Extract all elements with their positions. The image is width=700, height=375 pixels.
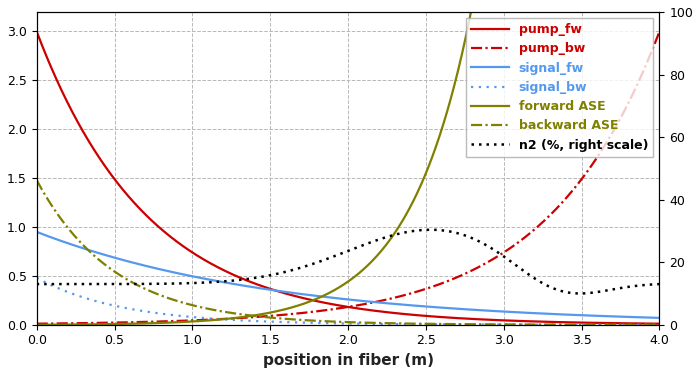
pump_fw xyxy=(518,319,526,323)
n2 (%, right scale) xyxy=(284,269,293,273)
Line: n2 (%, right scale): n2 (%, right scale) xyxy=(36,230,659,294)
forward ASE xyxy=(307,299,315,303)
backward ASE xyxy=(655,322,664,327)
signal_bw xyxy=(32,276,41,280)
n2 (%, right scale) xyxy=(530,276,538,280)
signal_fw xyxy=(96,251,104,256)
signal_fw xyxy=(460,307,468,312)
signal_bw xyxy=(307,321,315,325)
forward ASE xyxy=(460,41,468,46)
backward ASE xyxy=(307,318,315,323)
signal_bw xyxy=(655,322,664,327)
n2 (%, right scale) xyxy=(307,262,315,267)
pump_fw xyxy=(32,29,41,34)
backward ASE xyxy=(460,322,468,326)
signal_fw xyxy=(529,311,538,315)
signal_fw xyxy=(518,310,526,315)
backward ASE xyxy=(284,317,293,321)
backward ASE xyxy=(32,178,41,182)
pump_bw xyxy=(96,321,104,325)
Line: signal_fw: signal_fw xyxy=(36,232,659,318)
forward ASE xyxy=(284,306,293,310)
pump_bw xyxy=(307,310,315,314)
signal_bw xyxy=(529,322,538,327)
pump_bw xyxy=(529,228,538,232)
X-axis label: position in fiber (m): position in fiber (m) xyxy=(262,353,433,368)
n2 (%, right scale) xyxy=(96,282,104,286)
pump_bw xyxy=(32,321,41,326)
Line: pump_fw: pump_fw xyxy=(36,32,659,324)
n2 (%, right scale) xyxy=(655,282,664,286)
signal_fw xyxy=(655,316,664,320)
forward ASE xyxy=(96,322,104,327)
signal_bw xyxy=(96,300,104,304)
pump_fw xyxy=(460,316,468,321)
backward ASE xyxy=(96,259,104,263)
signal_fw xyxy=(284,290,293,295)
pump_bw xyxy=(518,237,526,242)
signal_bw xyxy=(284,320,293,324)
signal_fw xyxy=(307,293,315,297)
Line: backward ASE: backward ASE xyxy=(36,180,659,325)
Line: forward ASE: forward ASE xyxy=(36,0,659,325)
pump_bw xyxy=(655,29,664,34)
n2 (%, right scale) xyxy=(461,233,469,238)
pump_fw xyxy=(655,321,664,326)
pump_fw xyxy=(307,298,315,302)
pump_fw xyxy=(284,292,293,297)
pump_fw xyxy=(529,319,538,324)
pump_fw xyxy=(96,157,104,162)
Line: pump_bw: pump_bw xyxy=(36,32,659,324)
backward ASE xyxy=(518,322,526,327)
signal_bw xyxy=(518,322,526,327)
pump_bw xyxy=(284,312,293,316)
pump_bw xyxy=(460,272,468,276)
n2 (%, right scale) xyxy=(32,282,41,286)
Legend: pump_fw, pump_bw, signal_fw, signal_bw, forward ASE, backward ASE, n2 (%, right : pump_fw, pump_bw, signal_fw, signal_bw, … xyxy=(466,18,653,157)
n2 (%, right scale) xyxy=(426,228,435,232)
signal_fw xyxy=(32,230,41,234)
signal_bw xyxy=(460,322,468,327)
n2 (%, right scale) xyxy=(519,268,527,273)
Line: signal_bw: signal_bw xyxy=(36,278,659,325)
backward ASE xyxy=(529,322,538,327)
forward ASE xyxy=(32,322,41,327)
n2 (%, right scale) xyxy=(576,291,584,296)
